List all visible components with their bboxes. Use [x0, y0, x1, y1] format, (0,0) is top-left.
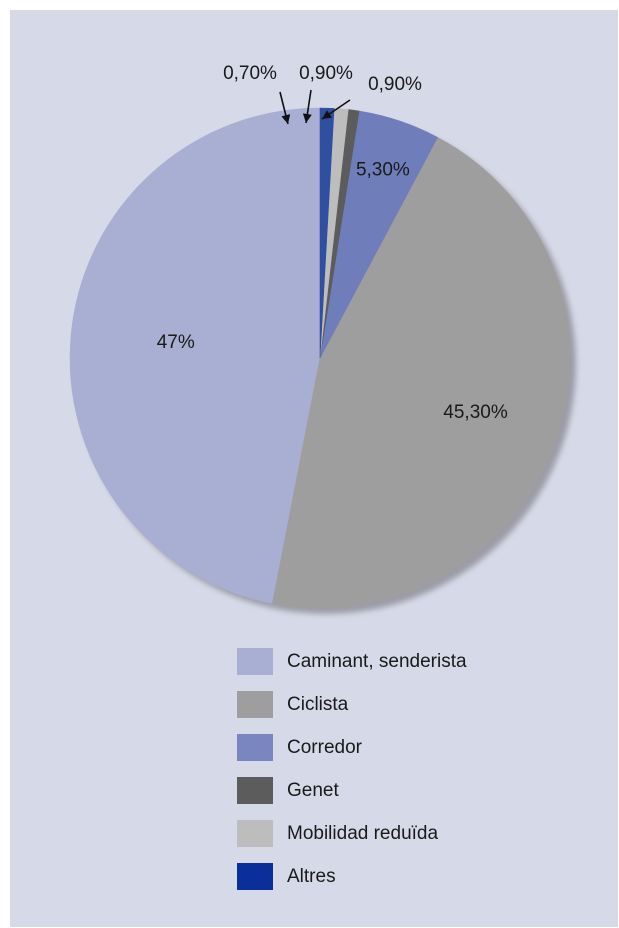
pie-chart: 47% 45,30% 5,30% 0,70% 0,90% 0,90%: [69, 63, 576, 614]
legend-item: Mobilidad reduïda: [237, 812, 467, 855]
legend-item: Genet: [237, 769, 467, 812]
slice-label-5: 0,90%: [299, 63, 353, 84]
legend-label: Mobilidad reduïda: [287, 822, 439, 844]
slice-label-1: 47%: [157, 332, 195, 353]
slice-label-6: 0,90%: [368, 74, 422, 95]
pie-slice-1: [69, 107, 321, 604]
pie-slice-6: [319, 107, 335, 359]
legend-label: Altres: [287, 865, 336, 887]
legend-item: Ciclista: [237, 683, 467, 726]
legend-swatch: [237, 863, 273, 890]
legend-label: Corredor: [287, 736, 362, 758]
slice-label-2: 45,30%: [443, 402, 508, 423]
legend-label: Ciclista: [287, 693, 349, 715]
legend-label: Caminant, senderista: [287, 650, 467, 672]
chart-panel: 47% 45,30% 5,30% 0,70% 0,90% 0,90% Caminant, …: [10, 10, 618, 927]
legend-item: Altres: [237, 855, 467, 898]
slice-label-4: 0,70%: [223, 63, 277, 84]
legend-swatch: [237, 820, 273, 847]
slice-label-3: 5,30%: [356, 159, 410, 180]
legend-swatch: [237, 648, 273, 675]
label-pointer-arrowhead-4: [281, 114, 291, 124]
legend-swatch: [237, 777, 273, 804]
label-pointer-arrowhead-5: [302, 113, 312, 123]
pie-slice-2: [272, 136, 571, 609]
legend-item: Corredor: [237, 726, 467, 769]
legend-swatch: [237, 734, 273, 761]
legend-swatch: [237, 691, 273, 718]
legend-item: Caminant, senderista: [237, 640, 467, 683]
legend: Caminant, senderista Ciclista Corredor Gene…: [237, 640, 467, 898]
legend-label: Genet: [287, 779, 339, 801]
label-pointer-arrowhead-6: [322, 110, 332, 119]
